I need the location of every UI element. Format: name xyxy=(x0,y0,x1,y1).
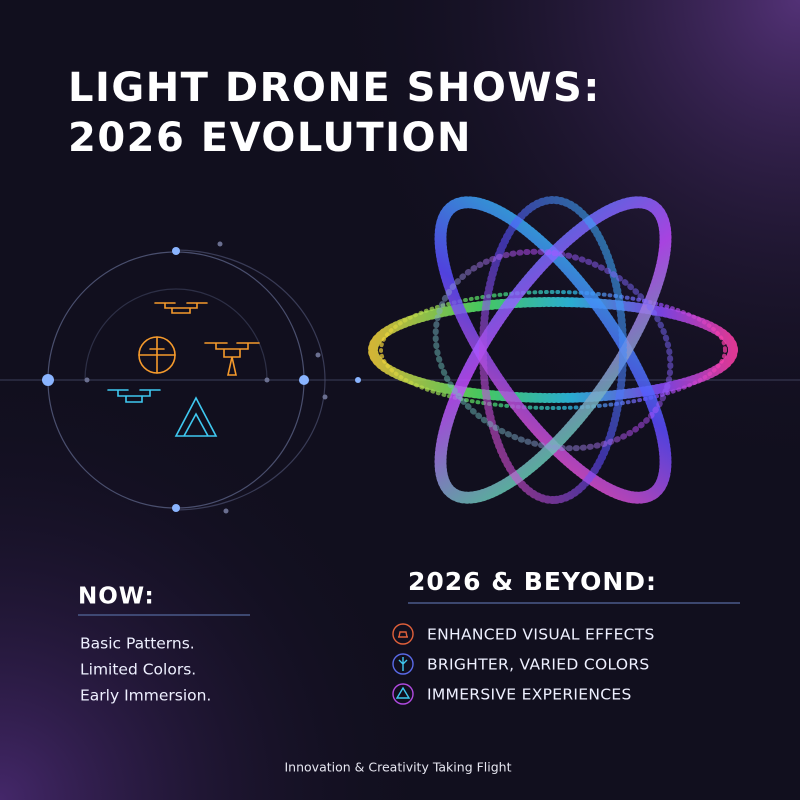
icon xyxy=(392,653,414,675)
swirl-ring xyxy=(379,290,727,410)
dot xyxy=(264,377,270,383)
now-heading: NOW: xyxy=(78,584,155,610)
orbit xyxy=(84,288,268,381)
swirl-ring xyxy=(434,196,672,504)
dot xyxy=(322,394,328,400)
icon xyxy=(392,683,414,705)
swirl-ring xyxy=(434,196,672,504)
drone-icon xyxy=(107,389,161,403)
future-icons xyxy=(392,623,414,705)
title-line: LIGHT DRONE SHOWS: xyxy=(68,65,601,111)
dot xyxy=(84,377,90,383)
icon xyxy=(395,686,411,699)
now-item: Basic Patterns. xyxy=(80,635,195,653)
orbit xyxy=(175,249,326,511)
now-item: Early Immersion. xyxy=(80,687,211,705)
footer: Innovation & Creativity Taking Flight xyxy=(285,760,512,775)
drone-icon xyxy=(174,396,218,437)
icon xyxy=(398,657,408,671)
dot xyxy=(355,377,361,383)
future-item: BRIGHTER, VARIED COLORS xyxy=(427,656,650,674)
swirl-ring xyxy=(432,248,674,452)
future-heading: 2026 & BEYOND: xyxy=(408,567,657,596)
dot xyxy=(299,375,309,385)
now-item: Limited Colors. xyxy=(80,661,196,679)
particle-swirl xyxy=(368,196,738,504)
future-item: ENHANCED VISUAL EFFECTS xyxy=(427,626,655,644)
drone-icon xyxy=(204,342,260,376)
title-line: 2026 EVOLUTION xyxy=(68,115,472,161)
future-item: IMMERSIVE EXPERIENCES xyxy=(427,686,632,704)
swirl-ring xyxy=(368,297,738,403)
dot xyxy=(172,247,180,255)
dot xyxy=(172,504,180,512)
dot xyxy=(42,374,54,386)
drone-icon xyxy=(154,302,208,314)
dot xyxy=(315,352,321,358)
icon xyxy=(392,623,414,645)
dot xyxy=(217,241,223,247)
orbit-dots xyxy=(42,241,361,514)
swirl-ring xyxy=(479,196,627,504)
icon xyxy=(398,631,408,638)
drone-icons xyxy=(107,302,260,437)
dot xyxy=(223,508,229,514)
drone-icon xyxy=(138,336,176,374)
